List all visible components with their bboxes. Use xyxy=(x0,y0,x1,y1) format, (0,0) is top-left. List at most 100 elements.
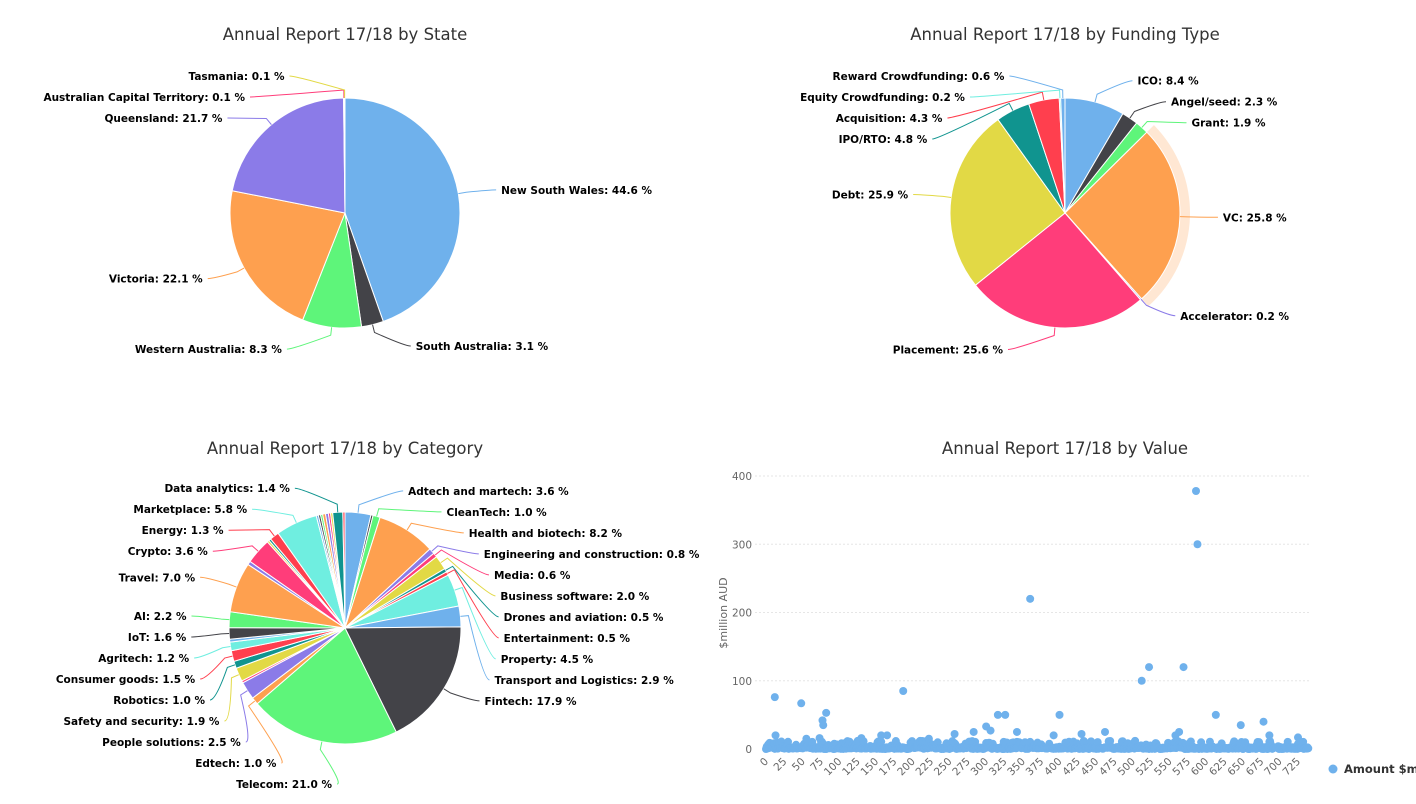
slice-label-fintech: Fintech: 17.9 % xyxy=(485,696,578,708)
scatter-point[interactable] xyxy=(1131,736,1140,745)
scatter-point[interactable] xyxy=(1101,727,1110,736)
scatter-point[interactable] xyxy=(1001,710,1010,719)
pie-slice-new-south-wales[interactable] xyxy=(344,97,461,323)
scatter-point[interactable] xyxy=(1236,721,1245,730)
slice-label-robotics: Robotics: 1.0 % xyxy=(113,695,205,707)
slice-label-energy: Energy: 1.3 % xyxy=(142,525,224,537)
scatter-point[interactable] xyxy=(797,699,806,708)
scatter-point[interactable] xyxy=(993,710,1002,719)
slice-label-telecom: Telecom: 21.0 % xyxy=(236,779,332,791)
scatter-point[interactable] xyxy=(1012,727,1021,736)
scatter-point[interactable] xyxy=(1049,731,1058,740)
y-tick-label: 0 xyxy=(745,744,752,756)
slice-label-vc: VC: 25.8 % xyxy=(1223,212,1287,224)
scatter-point[interactable] xyxy=(986,726,995,735)
slice-label-australian-capital-territory: Australian Capital Territory: 0.1 % xyxy=(43,92,245,104)
x-tick-label: 25 xyxy=(772,756,790,774)
label-connector xyxy=(440,557,496,597)
scatter-point[interactable] xyxy=(1265,731,1274,740)
scatter-point[interactable] xyxy=(1055,710,1064,719)
x-tick-label: 100 xyxy=(822,756,845,779)
scatter-point[interactable] xyxy=(808,737,817,746)
scatter-point[interactable] xyxy=(1077,729,1086,738)
label-connector xyxy=(1129,101,1167,119)
scatter-point[interactable] xyxy=(1175,727,1184,736)
scatter-point[interactable] xyxy=(815,734,824,743)
scatter-point[interactable] xyxy=(857,734,866,743)
scatter-point[interactable] xyxy=(1193,540,1202,549)
pie-slice-vc[interactable] xyxy=(1064,131,1181,300)
x-tick-label: 125 xyxy=(840,756,863,779)
pie-slice-reward-crowdfunding[interactable] xyxy=(1060,97,1066,214)
slice-label-drones-and-aviation: Drones and aviation: 0.5 % xyxy=(504,612,664,624)
scatter-point[interactable] xyxy=(802,734,811,743)
label-connector xyxy=(286,327,333,350)
scatter-point[interactable] xyxy=(883,731,892,740)
slice-label-adtech-and-martech: Adtech and martech: 3.6 % xyxy=(408,486,569,498)
x-tick-label: 350 xyxy=(1005,756,1028,779)
pie-slice-tasmania[interactable] xyxy=(343,97,346,214)
x-tick-label: 175 xyxy=(877,756,900,779)
x-tick-label: 150 xyxy=(859,756,882,779)
scatter-point[interactable] xyxy=(877,731,886,740)
pie-slice-fintech[interactable] xyxy=(344,626,462,733)
scatter-point[interactable] xyxy=(1137,676,1146,685)
scatter-point[interactable] xyxy=(1259,717,1268,726)
scatter-point[interactable] xyxy=(1106,736,1115,745)
scatter-point[interactable] xyxy=(1211,710,1220,719)
pie-slice-queensland[interactable] xyxy=(231,97,346,214)
slice-label-engineering-and-construction: Engineering and construction: 0.8 % xyxy=(484,549,700,561)
slice-label-reward-crowdfunding: Reward Crowdfunding: 0.6 % xyxy=(833,71,1005,83)
scatter-point[interactable] xyxy=(899,686,908,695)
x-tick-label: 375 xyxy=(1024,756,1047,779)
scatter-point[interactable] xyxy=(1294,733,1302,742)
label-connector xyxy=(1141,120,1187,128)
x-tick-label: 400 xyxy=(1042,756,1065,779)
scatter-point[interactable] xyxy=(1179,663,1188,672)
pie-slice[interactable] xyxy=(342,511,346,629)
scatter-chart-value: Annual Report 17/18 by Value $million AU… xyxy=(717,439,1416,778)
label-connector xyxy=(294,487,339,513)
y-tick-label: 300 xyxy=(732,539,752,551)
label-connector xyxy=(228,529,275,537)
scatter-point[interactable] xyxy=(770,693,779,702)
label-connector xyxy=(458,189,497,195)
label-connector xyxy=(932,102,1014,140)
scatter-point[interactable] xyxy=(877,737,886,746)
scatter-point[interactable] xyxy=(969,727,978,736)
pie-slice-placement[interactable] xyxy=(974,212,1142,329)
pie-slice-debt[interactable] xyxy=(949,118,1066,286)
x-tick-label: 575 xyxy=(1170,756,1193,779)
label-connector xyxy=(947,91,1045,119)
scatter-point[interactable] xyxy=(924,734,933,743)
label-connector xyxy=(1140,298,1176,317)
scatter-point[interactable] xyxy=(822,708,831,717)
scatter-point[interactable] xyxy=(1192,487,1201,496)
scatter-point[interactable] xyxy=(950,729,959,738)
scatter-point[interactable] xyxy=(1304,744,1313,753)
scatter-point[interactable] xyxy=(771,731,780,740)
x-tick-label: 500 xyxy=(1115,756,1138,779)
scatter-point[interactable] xyxy=(1145,663,1154,672)
label-connector xyxy=(224,674,239,722)
scatter-point[interactable] xyxy=(819,721,828,730)
label-connector xyxy=(200,655,233,680)
slice-label-people-solutions: People solutions: 2.5 % xyxy=(102,737,241,749)
label-connector xyxy=(227,117,272,125)
legend-marker-icon xyxy=(1328,764,1338,774)
legend-item-amount[interactable]: Amount $m xyxy=(1328,762,1416,776)
x-tick-label: 700 xyxy=(1262,756,1285,779)
x-tick-label: 675 xyxy=(1244,756,1267,779)
label-connector xyxy=(434,549,490,576)
slice-label-ipo-rto: IPO/RTO: 4.8 % xyxy=(839,134,928,146)
x-tick-label: 50 xyxy=(790,756,808,774)
x-tick-label: 725 xyxy=(1280,756,1303,779)
y-tick-label: 400 xyxy=(732,471,752,483)
pie-slice-victoria[interactable] xyxy=(229,190,346,321)
label-connector xyxy=(1007,327,1056,350)
label-connector xyxy=(252,508,297,523)
x-tick-label: 300 xyxy=(969,756,992,779)
scatter-point[interactable] xyxy=(1087,737,1096,746)
label-connector xyxy=(319,741,339,785)
scatter-point[interactable] xyxy=(1026,594,1035,603)
